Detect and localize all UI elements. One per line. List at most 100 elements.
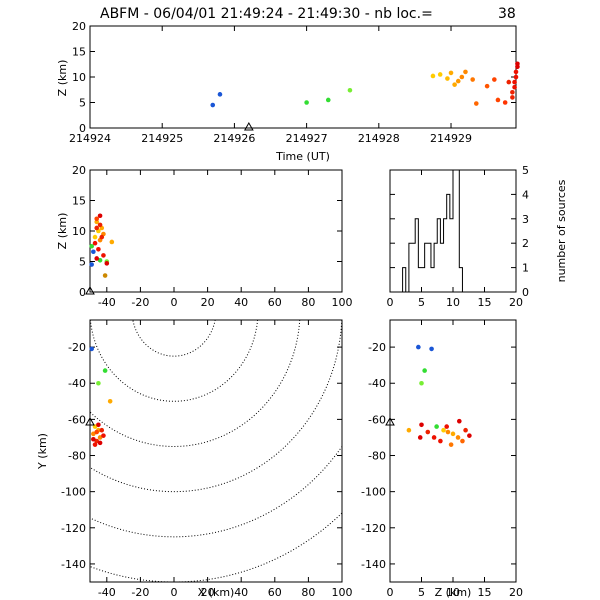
x-z-y-tick-label: 0 <box>79 286 86 299</box>
time-height-point <box>437 72 443 77</box>
x-y-point <box>94 429 100 435</box>
z-y-point <box>434 424 439 429</box>
time-height-x-tick-label: 214927 <box>286 132 328 145</box>
x-z-x-tick-label: 100 <box>332 296 353 309</box>
z-y-point <box>422 368 427 373</box>
time-height-frame <box>89 25 517 129</box>
time-height-point <box>513 69 519 75</box>
histogram-x-tick-label: 0 <box>387 296 394 309</box>
time-height-x-tick-label: 214926 <box>213 132 255 145</box>
histogram-x-tick-label: 5 <box>418 296 425 309</box>
time-height-point <box>217 92 223 97</box>
time-height-point <box>492 77 497 82</box>
z-y-y-tick-label: -100 <box>361 486 386 499</box>
z-y-x-tick-label: 15 <box>478 586 492 599</box>
x-y-point <box>99 427 105 433</box>
histogram-y-tick-label: 4 <box>522 188 529 201</box>
x-z-point <box>97 213 103 219</box>
histogram-panel: 0 5 10 15 20 0 1 2 3 4 5 number of sources <box>387 164 569 309</box>
x-z-y-tick-label: 10 <box>72 225 86 238</box>
time-height-xlabel: Time (UT) <box>275 150 330 163</box>
z-y-x-tick-label: 0 <box>387 586 394 599</box>
x-z-point <box>94 216 100 222</box>
x-z-point <box>102 273 108 278</box>
z-y-xlabel: Z (km) <box>435 586 472 599</box>
time-height-x-tick-label: 214928 <box>358 132 400 145</box>
time-height-point <box>510 90 515 95</box>
time-height-y-tick-label: 5 <box>79 97 86 110</box>
time-height-panel: 214924 214925 214926 214927 214928 214929 0 5 1… <box>56 20 520 163</box>
x-z-y-tick-label: 20 <box>72 164 86 177</box>
x-z-y-tick-label: 5 <box>79 256 86 269</box>
time-height-point <box>430 73 436 79</box>
z-y-station-marker <box>385 416 395 426</box>
z-y-point <box>438 438 443 444</box>
x-y-station-marker <box>85 416 95 426</box>
time-height-x-ticks: 214924 214925 214926 214927 214928 214929 <box>69 26 472 145</box>
time-height-point <box>452 82 457 87</box>
z-y-y-tick-label: -40 <box>368 377 386 390</box>
x-y-point <box>97 440 103 446</box>
x-y-x-ticks: -40 -20 0 20 40 60 80 100 <box>98 320 353 599</box>
time-height-point <box>510 95 515 100</box>
time-height-x-tick-label: 214929 <box>430 132 472 145</box>
x-z-x-tick-label: 0 <box>171 296 178 309</box>
z-y-point <box>416 344 421 350</box>
x-y-panel: -40 -20 0 20 40 60 80 100 -20-40-60-80-100-120-… <box>36 319 353 599</box>
x-y-y-tick-label: -120 <box>61 522 86 535</box>
histogram-y-ticks: 0 1 2 3 4 5 <box>390 164 529 299</box>
x-y-point <box>107 399 113 404</box>
z-y-point <box>450 431 456 437</box>
time-height-point <box>512 79 517 85</box>
z-y-panel: 0 5 10 15 20 -20 -40 -60 -80 -100 -120 -140 Z (km) <box>361 319 523 599</box>
time-height-station-marker <box>243 121 254 131</box>
x-z-points <box>85 213 115 295</box>
histogram-y-tick-label: 5 <box>522 164 529 177</box>
time-height-point <box>513 74 519 80</box>
time-height-y-tick-label: 10 <box>72 71 86 84</box>
x-y-point <box>97 435 103 440</box>
x-z-point <box>89 262 94 267</box>
z-y-point <box>460 438 465 444</box>
x-z-point <box>91 249 96 255</box>
x-z-x-tick-label: -20 <box>131 296 149 309</box>
z-y-y-tick-label: -20 <box>368 341 386 354</box>
histogram-ylabel: number of sources <box>555 179 568 282</box>
z-y-point <box>441 427 446 433</box>
z-y-point <box>406 427 412 433</box>
x-z-station-marker <box>85 285 95 295</box>
range-ring <box>90 320 342 493</box>
time-height-point <box>495 97 501 103</box>
z-y-point <box>431 435 437 440</box>
time-height-point <box>512 84 517 90</box>
range-ring <box>90 320 301 447</box>
z-y-y-tick-label: -80 <box>368 450 386 463</box>
z-y-point <box>467 433 472 438</box>
z-y-point <box>417 435 423 440</box>
x-y-ylabel: Y (km) <box>36 433 49 470</box>
time-height-x-tick-label: 214924 <box>69 132 111 145</box>
time-height-x-tick-label: 214925 <box>141 132 183 145</box>
time-height-point <box>473 101 479 106</box>
x-z-y-ticks: 0 5 10 15 20 <box>72 164 342 299</box>
z-y-x-ticks: 0 5 10 15 20 <box>387 320 523 599</box>
time-height-point <box>506 79 512 85</box>
x-y-point <box>102 368 108 373</box>
z-y-point <box>419 380 424 386</box>
x-z-x-tick-label: 40 <box>234 296 248 309</box>
x-y-x-tick-label: 100 <box>332 586 353 599</box>
time-height-point <box>459 74 465 80</box>
z-y-point <box>455 435 461 440</box>
time-height-point <box>210 102 216 108</box>
z-y-x-tick-label: 20 <box>509 586 523 599</box>
location-count: 38 <box>498 6 516 22</box>
x-y-y-tick-label: -140 <box>61 558 86 571</box>
histogram-y-tick-label: 3 <box>522 213 529 226</box>
x-y-point <box>101 433 106 438</box>
histogram-x-ticks: 0 5 10 15 20 <box>387 170 523 309</box>
x-y-point <box>89 346 94 352</box>
x-y-point <box>92 442 98 447</box>
z-y-point <box>419 422 424 428</box>
x-y-point <box>91 431 96 437</box>
z-y-point <box>463 427 468 433</box>
